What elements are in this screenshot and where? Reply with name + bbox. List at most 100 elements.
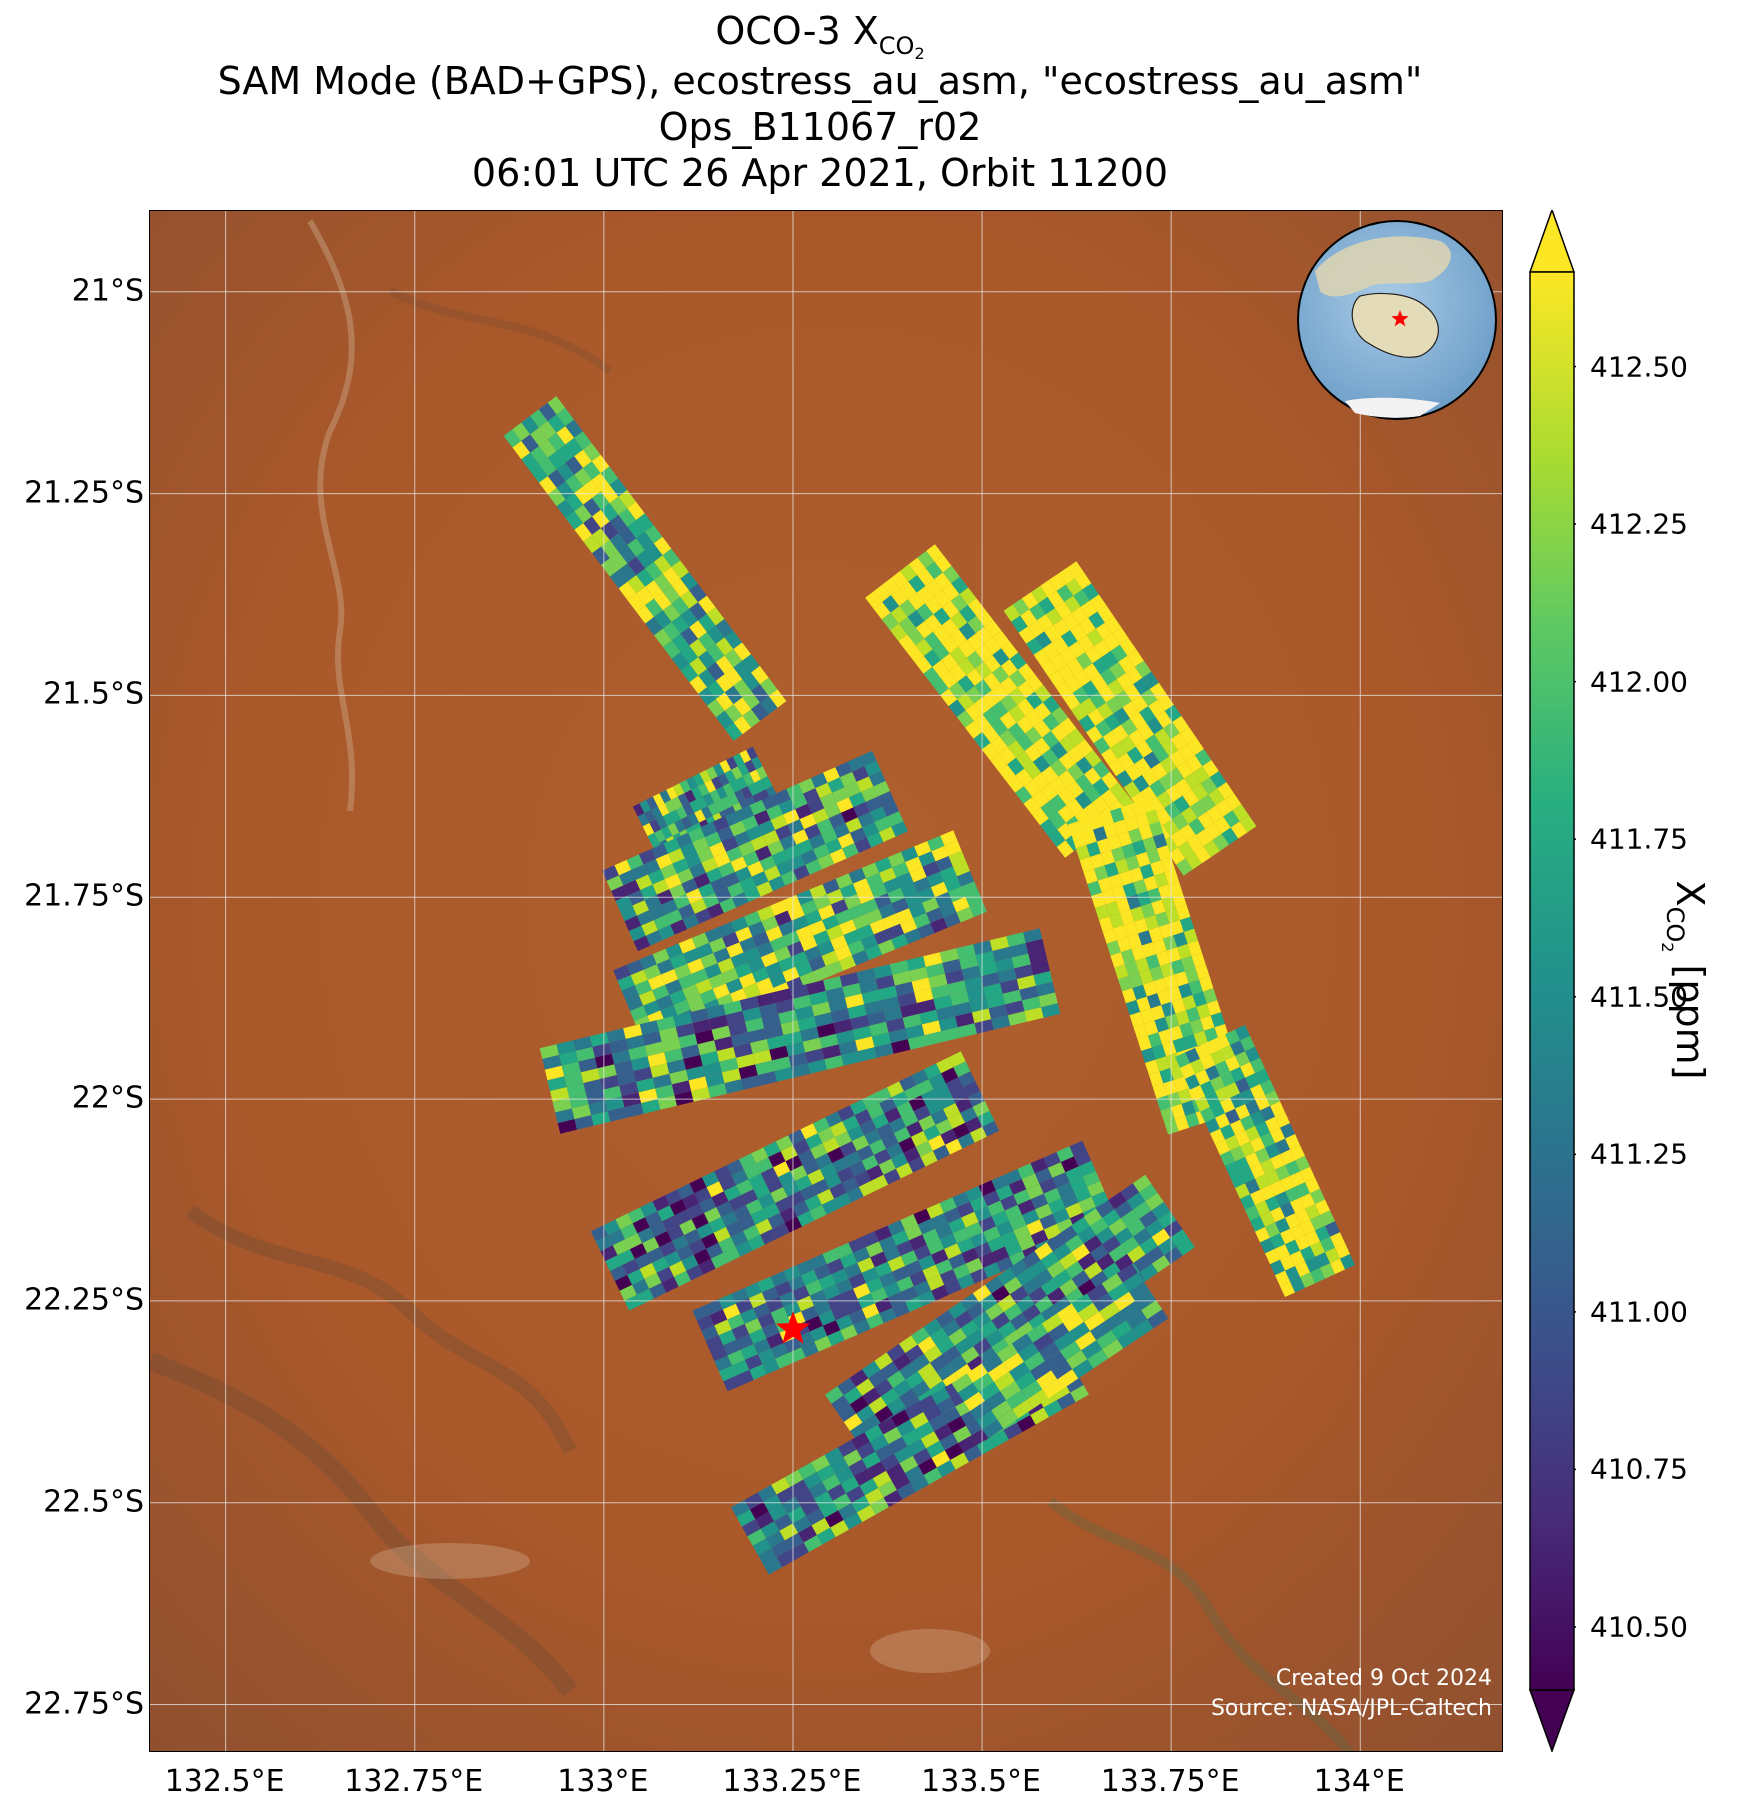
sounding-footprint (1143, 875, 1158, 892)
sounding-footprint (1280, 1228, 1295, 1245)
sounding-footprint (734, 789, 746, 803)
sounding-footprint (881, 1133, 899, 1149)
sounding-footprint (1111, 724, 1129, 742)
sounding-footprint (1075, 791, 1093, 810)
sounding-footprint (1096, 838, 1112, 854)
sounding-footprint (1016, 1321, 1035, 1340)
sounding-footprint (1295, 1182, 1310, 1198)
sounding-footprint (1023, 779, 1041, 797)
sounding-footprint (1260, 1158, 1275, 1175)
sounding-footprint (627, 520, 645, 539)
lon-tick-label: 132.5°E (164, 1764, 285, 1799)
sounding-footprint (1210, 1012, 1225, 1028)
sounding-footprint (1114, 858, 1130, 874)
sounding-footprint (1017, 680, 1035, 699)
sounding-footprint (1031, 807, 1049, 826)
sounding-footprint (702, 792, 715, 807)
sounding-footprint (1300, 1272, 1315, 1288)
sounding-footprint (1090, 674, 1108, 692)
sounding-footprint (738, 972, 757, 989)
sounding-footprint (861, 862, 879, 879)
sounding-footprint (723, 1000, 743, 1015)
sounding-footprint (843, 929, 861, 946)
sounding-footprint (1067, 745, 1085, 764)
sounding-footprint (698, 669, 716, 688)
sounding-footprint (1053, 1331, 1075, 1351)
sounding-footprint (938, 1093, 956, 1109)
sounding-footprint (1016, 716, 1034, 734)
sounding-footprint (895, 1162, 913, 1179)
sounding-footprint (1071, 1217, 1090, 1235)
sounding-footprint (1146, 848, 1161, 864)
sounding-footprint (866, 1277, 884, 1294)
sounding-footprint (931, 1284, 949, 1301)
sounding-footprint (550, 1087, 570, 1102)
sounding-footprint (654, 1231, 672, 1247)
sounding-footprint (1001, 641, 1019, 660)
sounding-footprint (1040, 1278, 1060, 1296)
sounding-footprint (1126, 746, 1144, 764)
sounding-footprint (1122, 882, 1137, 898)
sounding-footprint (806, 1508, 825, 1526)
sounding-footprint (1158, 1029, 1173, 1045)
sounding-footprint (936, 1363, 955, 1381)
sounding-footprint (1089, 691, 1106, 709)
sounding-footprint (698, 687, 716, 706)
sounding-footprint (1125, 1000, 1141, 1016)
sounding-footprint (1162, 1040, 1177, 1057)
sounding-footprint (628, 925, 646, 942)
sounding-footprint (1240, 1141, 1255, 1157)
sounding-footprint (620, 905, 637, 922)
sounding-footprint (775, 1196, 793, 1213)
sounding-footprint (1215, 1034, 1230, 1050)
sounding-footprint (928, 1073, 946, 1090)
sounding-footprint (750, 1039, 770, 1054)
sounding-footprint (830, 899, 849, 915)
title-subscript: CO2 (878, 32, 925, 63)
sounding-footprint (1150, 1005, 1165, 1021)
sounding-footprint (1078, 1196, 1096, 1213)
sounding-footprint (975, 661, 993, 680)
sounding-footprint (679, 779, 691, 794)
sounding-footprint (796, 1295, 814, 1312)
sounding-footprint (689, 675, 707, 694)
sounding-footprint (896, 1482, 916, 1500)
sounding-footprint (676, 1244, 694, 1261)
sounding-footprint (918, 1290, 936, 1307)
sounding-footprint (803, 1472, 822, 1490)
sounding-footprint (892, 862, 910, 878)
sounding-footprint (1230, 1146, 1245, 1162)
sounding-footprint (904, 928, 922, 944)
sounding-footprint (1169, 920, 1184, 936)
sounding-footprint (1049, 794, 1067, 812)
sounding-footprint (783, 1301, 801, 1317)
sounding-footprint (899, 1075, 917, 1092)
sounding-footprint (649, 819, 661, 833)
sounding-footprint (1033, 971, 1053, 986)
sounding-footprint (883, 1245, 901, 1262)
sounding-footprint (879, 1271, 897, 1288)
sounding-footprint (1051, 1360, 1073, 1380)
sounding-footprint (742, 672, 760, 691)
sounding-footprint (814, 1153, 832, 1169)
sounding-footprint (1151, 1228, 1171, 1247)
sounding-footprint (997, 968, 1017, 983)
sounding-footprint (900, 1003, 920, 1018)
sounding-footprint (1027, 620, 1045, 638)
sounding-footprint (782, 1181, 800, 1197)
sounding-footprint (1190, 1058, 1205, 1075)
sounding-footprint (746, 746, 758, 760)
sounding-footprint (755, 845, 772, 862)
sounding-footprint (1008, 1361, 1030, 1381)
sounding-footprint (861, 1231, 879, 1248)
sounding-footprint (1100, 789, 1118, 807)
sounding-footprint (710, 1345, 728, 1362)
sounding-footprint (626, 854, 644, 870)
sounding-footprint (876, 1123, 894, 1139)
sounding-footprint (729, 779, 741, 793)
sounding-footprint (1092, 826, 1108, 842)
sounding-footprint (689, 602, 707, 621)
sounding-footprint (905, 1296, 923, 1312)
sounding-footprint (978, 1180, 996, 1197)
sounding-footprint (967, 1355, 986, 1373)
